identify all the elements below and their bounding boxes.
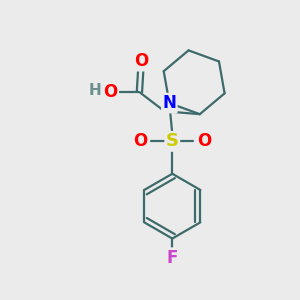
Text: O: O xyxy=(198,132,212,150)
Text: O: O xyxy=(103,83,118,101)
Text: N: N xyxy=(162,94,176,112)
Text: F: F xyxy=(167,249,178,267)
Text: O: O xyxy=(133,132,147,150)
Text: H: H xyxy=(88,83,101,98)
Text: S: S xyxy=(166,132,179,150)
Text: O: O xyxy=(134,52,148,70)
